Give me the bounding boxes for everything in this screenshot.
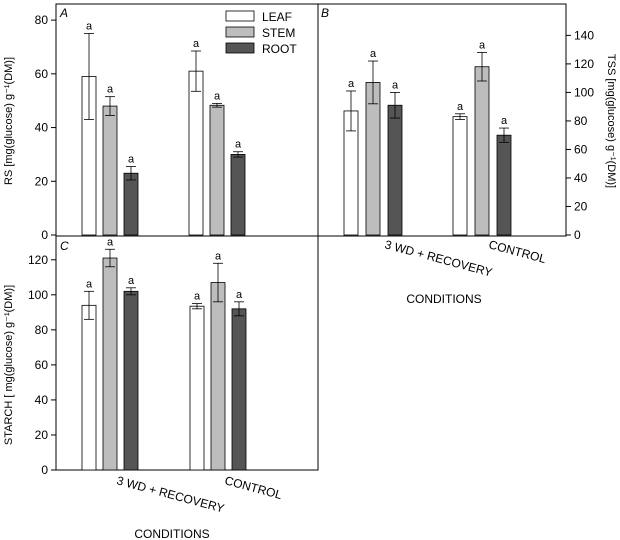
- panel-b-sig-label: a: [457, 101, 464, 113]
- panel-a-bar-stem: [209, 104, 225, 236]
- panel-b-bar-root: [496, 134, 512, 236]
- panel-b-errorbar-stem: [368, 60, 378, 105]
- panel-b-bar-leaf: [452, 116, 468, 236]
- panel-b-sig-label: a: [348, 78, 355, 90]
- panel-a-errorbar-root: [126, 166, 136, 181]
- panel-b-sig-label: a: [370, 48, 377, 60]
- legend-swatch-stem: [225, 26, 255, 38]
- panel-a-sig-label: a: [128, 154, 135, 166]
- legend-label-leaf: LEAF: [262, 10, 292, 24]
- panel-b-errorbar-root: [499, 127, 509, 143]
- panel-b-errorbar-leaf: [455, 113, 465, 120]
- panel-a-errorbar-root: [233, 151, 243, 158]
- panel-c-ytick-label: 20: [35, 428, 49, 442]
- panel-c-frame: [55, 235, 319, 471]
- panel-b-ytick-label: 80: [574, 114, 588, 128]
- panel-a-bar-root: [123, 172, 139, 236]
- panel-a-ytick-label: 0: [41, 228, 48, 242]
- panel-a-sig-label: a: [235, 139, 242, 151]
- panel-b: B TSS [mg(glucose) g⁻¹(DM)] 3 WD + RECOV…: [317, 3, 617, 306]
- panel-a-sig-label: a: [86, 21, 93, 33]
- panel-b-errorbar-stem: [477, 52, 487, 82]
- panel-a-ytick-label: 20: [35, 174, 49, 188]
- panel-b-ytick-label: 140: [574, 28, 594, 42]
- panel-c-ytick-label: 120: [28, 253, 48, 267]
- panel-c-ytick-label: 40: [35, 393, 49, 407]
- panel-a-errorbar-leaf: [84, 33, 94, 120]
- panel-b-errorbar-root: [390, 92, 400, 119]
- panel-c-sig-label: a: [194, 291, 201, 303]
- panel-a-errorbar-stem: [212, 102, 222, 108]
- panel-c-ylabel: STARCH [ mg(glucose) g⁻¹(DM)]: [3, 285, 15, 445]
- panel-a: A RS [mg(glucose) g⁻¹(DM)] 0 20 40 60 80 a a a a…: [3, 3, 319, 242]
- legend-swatch-root: [225, 42, 255, 54]
- panel-a-ytick-label: 40: [35, 121, 49, 135]
- panel-c-ytick-label: 0: [41, 463, 48, 477]
- panel-b-category-2: CONTROL: [487, 237, 548, 266]
- panel-b-sig-label: a: [479, 39, 486, 51]
- panel-b-ytick-label: 100: [574, 85, 594, 99]
- panel-c-errorbar-root: [126, 287, 136, 296]
- panel-c-sig-label: a: [86, 278, 93, 290]
- panel-c-errorbar-leaf: [192, 303, 202, 310]
- legend: LEAF STEM ROOT: [225, 10, 297, 56]
- panel-c-bar-stem: [102, 257, 118, 471]
- panel-c-bar-root: [231, 308, 247, 471]
- panel-b-bar-stem: [365, 82, 381, 236]
- panel-c-sig-label: a: [128, 275, 135, 287]
- panel-b-category-1: 3 WD + RECOVERY: [383, 237, 494, 279]
- panel-b-label: B: [321, 6, 329, 20]
- legend-swatch-leaf: [225, 10, 255, 22]
- panel-a-ylabel: RS [mg(glucose) g⁻¹(DM)]: [3, 57, 15, 185]
- panel-a-bar-root: [230, 154, 246, 236]
- panel-c-label: C: [60, 239, 69, 253]
- panel-b-ytick-label: 40: [574, 171, 588, 185]
- panel-b-ytick-label: 20: [574, 199, 588, 213]
- panel-a-bar-stem: [102, 105, 118, 236]
- panel-b-frame: [317, 3, 567, 237]
- panel-c-errorbar-leaf: [84, 290, 94, 320]
- panel-c: C STARCH [ mg(glucose) g⁻¹(DM)] 3 WD + R…: [3, 235, 319, 540]
- legend-label-root: ROOT: [262, 42, 297, 56]
- panel-a-errorbar-stem: [105, 96, 115, 116]
- legend-label-stem: STEM: [262, 26, 295, 40]
- panel-b-ytick-label: 0: [574, 228, 581, 242]
- panel-a-ytick-label: 80: [35, 13, 49, 27]
- panel-b-sig-label: a: [501, 115, 508, 127]
- panel-a-ytick-label: 60: [35, 67, 49, 81]
- panel-b-xlabel: CONDITIONS: [406, 292, 481, 306]
- panel-c-category-2: CONTROL: [223, 473, 284, 502]
- panel-a-sig-label: a: [193, 38, 200, 50]
- panel-a-errorbar-leaf: [191, 50, 201, 92]
- panel-c-errorbar-stem: [213, 262, 223, 303]
- panel-c-errorbar-stem: [105, 248, 115, 268]
- panel-c-bar-leaf: [189, 305, 205, 471]
- panel-c-category-1: 3 WD + RECOVERY: [115, 473, 226, 515]
- panel-c-ytick-label: 100: [28, 288, 48, 302]
- panel-b-ylabel: TSS [mg(glucose) g⁻¹(DM)]: [605, 54, 617, 188]
- panel-b-sig-label: a: [392, 79, 399, 91]
- panel-c-bar-stem: [210, 282, 226, 471]
- panel-b-ytick-label: 120: [574, 57, 594, 71]
- panel-c-sig-label: a: [236, 289, 243, 301]
- panel-a-bar-leaf: [188, 70, 204, 236]
- panel-b-bar-root: [387, 104, 403, 236]
- panel-b-ytick-label: 60: [574, 142, 588, 156]
- panel-a-label: A: [59, 6, 68, 20]
- panel-a-sig-label: a: [107, 84, 114, 96]
- panel-c-bar-root: [123, 290, 139, 471]
- panel-b-bar-stem: [474, 66, 490, 236]
- panel-c-bar-leaf: [81, 304, 97, 471]
- panel-c-errorbar-root: [234, 301, 244, 317]
- panel-c-sig-label: a: [107, 236, 114, 248]
- panel-c-ytick-label: 60: [35, 358, 49, 372]
- panel-a-sig-label: a: [214, 90, 221, 102]
- panel-c-xlabel: CONDITIONS: [134, 527, 209, 540]
- panel-c-ytick-label: 80: [35, 323, 49, 337]
- panel-b-errorbar-leaf: [346, 90, 356, 132]
- panel-c-sig-label: a: [215, 250, 222, 262]
